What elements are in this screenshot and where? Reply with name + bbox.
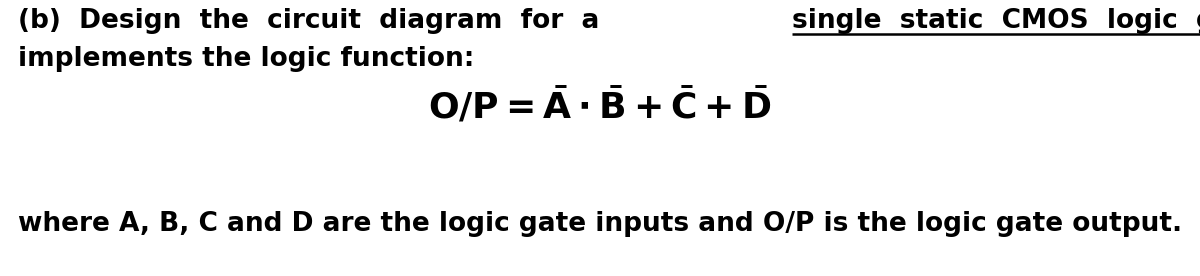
Text: (b)  Design  the  circuit  diagram  for  a: (b) Design the circuit diagram for a [18,8,618,34]
Text: single  static  CMOS  logic  gate: single static CMOS logic gate [792,8,1200,34]
Text: where A, B, C and D are the logic gate inputs and O/P is the logic gate output.: where A, B, C and D are the logic gate i… [18,211,1182,237]
Text: implements the logic function:: implements the logic function: [18,46,474,72]
Text: $\mathbf{O/P = \bar{A} \cdot \bar{B} + \bar{C} + \bar{D}}$: $\mathbf{O/P = \bar{A} \cdot \bar{B} + \… [428,84,772,125]
